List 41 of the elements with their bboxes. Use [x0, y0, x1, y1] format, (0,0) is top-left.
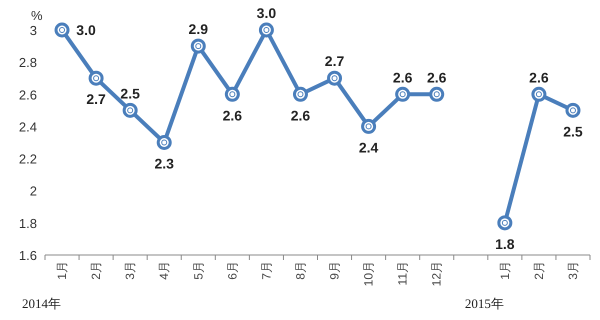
data-label: 3.0: [76, 22, 96, 38]
data-label: 2.6: [290, 107, 310, 124]
x-tick-label: 3月: [566, 261, 580, 280]
x-tick-label: 5月: [191, 261, 206, 280]
y-tick-label: 1.6: [18, 248, 37, 263]
data-label: 2.6: [222, 107, 242, 124]
data-label: 2.6: [529, 69, 549, 86]
y-tick-label: 3: [30, 23, 37, 38]
x-tick-label: 1月: [55, 261, 70, 280]
data-label: 2.7: [324, 53, 344, 70]
data-label: 3.0: [256, 5, 276, 21]
x-tick-label: 8月: [293, 261, 308, 280]
data-label: 2.3: [154, 156, 174, 172]
x-tick-label: 2月: [532, 261, 546, 280]
y-tick-label: 2.4: [18, 119, 37, 134]
x-tick-label: 3月: [123, 261, 138, 280]
x-tick-label: 7月: [259, 261, 274, 280]
y-tick-label: 2.8: [18, 55, 37, 70]
y-axis-title: %: [31, 8, 43, 23]
data-label: 2.4: [358, 139, 379, 156]
y-tick-label: 2: [30, 184, 37, 199]
x-tick-label: 1月: [498, 261, 512, 280]
text: 2015年: [464, 296, 504, 311]
x-tick-label: 9月: [328, 261, 342, 280]
x-tick-label: 6月: [225, 261, 240, 280]
x-tick-label: 4月: [157, 261, 172, 280]
data-label: 2.6: [426, 69, 447, 86]
y-tick-label: 2.6: [18, 87, 37, 102]
data-label: 2.7: [86, 91, 106, 108]
data-label: 2.5: [563, 123, 583, 140]
data-label: 2.6: [392, 69, 413, 86]
data-label: 1.8: [495, 236, 515, 252]
data-label: 2.5: [120, 85, 140, 102]
data-label: 2.9: [188, 21, 208, 38]
x-tick-label: 12月: [430, 261, 444, 286]
x-tick-label: 2月: [89, 261, 104, 280]
text: 2014年: [22, 296, 62, 311]
y-tick-label: 2.2: [18, 152, 37, 167]
y-tick-label: 1.8: [18, 216, 37, 231]
x-tick-label: 10月: [362, 261, 376, 286]
x-tick-label: 11月: [396, 261, 410, 286]
